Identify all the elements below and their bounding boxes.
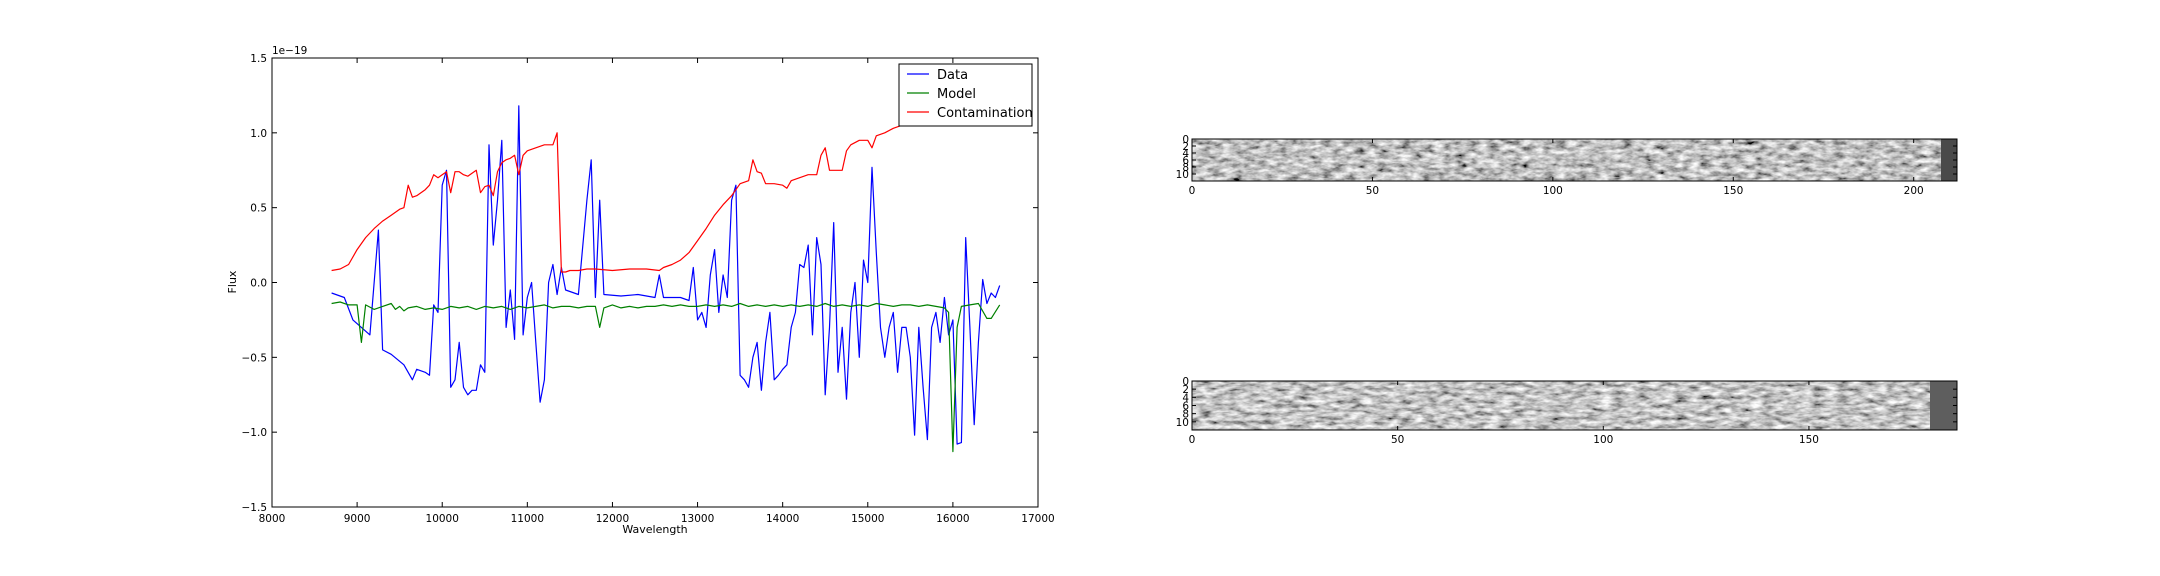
legend: Data Model Contamination (898, 63, 1033, 127)
y-tick-label: 0.0 (250, 278, 267, 290)
y-tick-label: −1.0 (242, 427, 268, 439)
x-tick-label: 14000 (766, 513, 799, 525)
series-line-contamination (331, 109, 945, 273)
y-axis-label: Flux (226, 270, 239, 293)
x-tick-label: 8000 (259, 513, 286, 525)
y-tick-label: −0.5 (242, 352, 268, 364)
x-tick-label: 11000 (511, 513, 544, 525)
x-axis-label: Wavelength (622, 523, 687, 536)
y-tick-label: 1.5 (250, 53, 267, 65)
y-tick-label: −1.5 (242, 502, 268, 514)
y-tick-label: 0.5 (250, 203, 267, 215)
y-tick-label: 6 (1182, 401, 1189, 413)
legend-label-model: Model (937, 87, 976, 102)
y-tick-label: 10 (1176, 169, 1189, 181)
legend-label-data: Data (937, 68, 968, 83)
y-tick-label: 2 (1182, 384, 1189, 396)
x-tick-label: 10000 (426, 513, 459, 525)
x-tick-label: 16000 (936, 513, 969, 525)
y-tick-label: 0 (1182, 376, 1189, 388)
x-tick-label: 17000 (1021, 513, 1054, 525)
x-tick-label: 50 (1366, 185, 1379, 197)
spectrum-chart: 8000 9000 10000 11000 12000 13000 14000 15000 16… (226, 45, 1055, 536)
x-tick-label: 12000 (596, 513, 629, 525)
x-tick-label: 100 (1593, 434, 1613, 446)
image-bottom-data (1192, 381, 1930, 430)
series-lines (331, 105, 1001, 453)
x-tick-label: 200 (1904, 185, 1924, 197)
x-tick-label: 150 (1799, 434, 1819, 446)
axis-ticks: 8000 9000 10000 11000 12000 13000 14000 15000 16… (242, 53, 1055, 525)
x-tick-label: 13000 (681, 513, 714, 525)
series-line-data (331, 105, 1001, 445)
y-tick-label: 8 (1182, 162, 1189, 174)
x-tick-label: 50 (1391, 434, 1404, 446)
y-tick-label: 6 (1182, 155, 1189, 167)
y-tick-label: 2 (1182, 141, 1189, 153)
x-tick-label: 0 (1189, 185, 1196, 197)
x-tick-label: 15000 (851, 513, 884, 525)
plot-frame (271, 57, 1039, 508)
y-offset-text: 1e−19 (272, 45, 307, 57)
y-tick-label: 0 (1182, 134, 1189, 146)
y-tick-label: 8 (1182, 409, 1189, 421)
series-line-model (331, 301, 1001, 453)
legend-label-contamination: Contamination (937, 106, 1033, 121)
image-top-data (1192, 139, 1941, 181)
image-top-edge-strip (1941, 139, 1957, 181)
y-tick-label: 4 (1182, 392, 1189, 404)
y-tick-label: 4 (1182, 148, 1189, 160)
y-tick-label: 1.0 (250, 128, 267, 140)
x-tick-label: 100 (1543, 185, 1563, 197)
x-tick-label: 150 (1723, 185, 1743, 197)
x-tick-label: 9000 (344, 513, 371, 525)
image-bottom-edge-strip (1930, 381, 1957, 430)
x-tick-label: 0 (1189, 434, 1196, 446)
y-tick-label: 10 (1176, 417, 1189, 429)
